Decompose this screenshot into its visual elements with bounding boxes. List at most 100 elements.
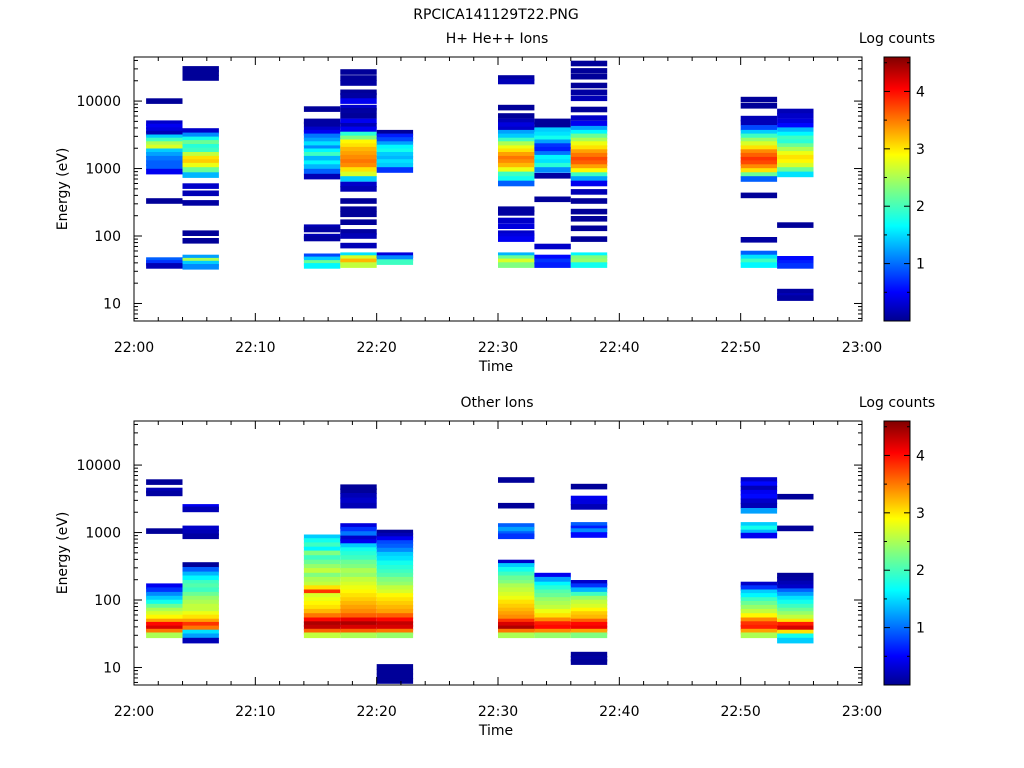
heatmap-cell xyxy=(340,262,377,268)
heatmap-cell xyxy=(340,181,377,188)
heatmap-cell xyxy=(303,617,341,624)
heatmap-cell xyxy=(570,628,608,635)
heatmap-cell xyxy=(740,254,778,261)
heatmap-cell xyxy=(777,288,814,295)
heatmap-cell xyxy=(340,135,377,142)
heatmap-cell xyxy=(534,624,571,631)
heatmap-cell xyxy=(376,673,414,680)
heatmap-cell xyxy=(303,568,341,574)
heatmap-cell xyxy=(498,533,535,540)
heatmap-cell xyxy=(534,613,571,619)
heatmap-cell xyxy=(340,572,377,579)
heatmap-cell xyxy=(740,172,778,178)
heatmap-cell xyxy=(376,585,414,591)
heatmap-cell xyxy=(777,576,814,583)
heatmap-cell xyxy=(146,134,183,141)
heatmap-cell xyxy=(570,611,608,617)
heatmap-cell xyxy=(777,493,814,500)
heatmap-cell xyxy=(303,601,341,607)
heatmap-cell xyxy=(340,151,377,157)
heatmap-cell xyxy=(570,160,608,166)
heatmap-cell xyxy=(340,559,377,566)
heatmap-cell xyxy=(534,167,571,173)
heatmap-cell xyxy=(498,262,535,268)
heatmap-cell xyxy=(340,597,377,603)
heatmap-cell xyxy=(534,127,571,133)
heatmap-cell xyxy=(570,172,608,178)
heatmap-cell xyxy=(498,122,535,128)
heatmap-cell xyxy=(570,189,608,195)
heatmap-cell xyxy=(182,587,219,593)
heatmap-cell xyxy=(146,611,183,617)
y-tick-label: 1000 xyxy=(85,162,121,178)
heatmap-cell xyxy=(182,136,219,143)
heatmap-cell xyxy=(498,571,535,578)
heatmap-cell xyxy=(340,564,377,570)
heatmap-cell xyxy=(182,621,219,628)
heatmap-cell xyxy=(376,613,414,619)
heatmap-cell xyxy=(498,167,535,173)
heatmap-cell xyxy=(303,613,341,619)
heatmap-cell xyxy=(570,168,608,174)
heatmap-cell xyxy=(534,162,571,169)
heatmap-cell xyxy=(570,614,608,621)
heatmap-cell xyxy=(303,559,341,566)
x-axis: 22:00 22:10 22:20 22:30 22:40 22:50 23:00 xyxy=(114,57,882,356)
heatmap-cell xyxy=(146,198,183,204)
heatmap-cell xyxy=(340,242,377,249)
heatmap-cell xyxy=(570,651,608,658)
heatmap-cell xyxy=(498,618,535,625)
heatmap-cell xyxy=(534,173,571,179)
heatmap-cell xyxy=(340,585,377,591)
heatmap-cell xyxy=(182,529,219,536)
heatmap-cell xyxy=(376,141,414,147)
heatmap-cell xyxy=(182,583,219,589)
y-axis: 10 100 1000 10000 xyxy=(76,59,862,319)
heatmap-cell xyxy=(777,146,814,153)
heatmap-cell xyxy=(740,589,778,596)
heatmap-cell xyxy=(340,551,377,557)
heatmap-cell xyxy=(498,145,535,151)
heatmap-cell xyxy=(740,498,778,505)
heatmap-cell xyxy=(182,183,219,189)
heatmap-cell xyxy=(303,534,341,541)
heatmap-cell xyxy=(182,629,219,636)
x-axis: 22:00 22:10 22:20 22:30 22:40 22:50 23:00 xyxy=(114,421,882,720)
heatmap-cell xyxy=(146,599,183,606)
heatmap-cell xyxy=(146,625,183,632)
heatmap-cell xyxy=(740,489,778,496)
heatmap-cell xyxy=(182,625,219,632)
heatmap-cell xyxy=(303,263,341,269)
heatmap-cell xyxy=(498,162,535,169)
heatmap-cell xyxy=(570,176,608,182)
heatmap-cell xyxy=(303,632,341,639)
heatmap-cell xyxy=(182,155,219,162)
heatmap-cell xyxy=(376,581,414,588)
heatmap-cell xyxy=(740,141,778,147)
heatmap-cell xyxy=(498,575,535,582)
heatmap-cell xyxy=(777,637,814,644)
heatmap-cell xyxy=(740,617,778,624)
heatmap-cell xyxy=(303,106,341,112)
heatmap-cell xyxy=(340,143,377,149)
heatmap-cell xyxy=(146,628,183,635)
heatmap-cell xyxy=(340,632,377,639)
heatmap-cell xyxy=(740,176,778,182)
heatmap-cell xyxy=(146,155,183,162)
y-tick-label: 1000 xyxy=(85,526,121,542)
heatmap-cell xyxy=(376,632,414,639)
heatmap-cell xyxy=(340,523,377,529)
heatmap-cell xyxy=(146,123,183,130)
heatmap-cell xyxy=(777,580,814,587)
heatmap-cell xyxy=(146,144,183,151)
heatmap-cell xyxy=(340,233,377,239)
heatmap-cell xyxy=(182,260,219,267)
heatmap-cell xyxy=(534,135,571,142)
heatmap-cell xyxy=(534,617,571,624)
heatmap-cell xyxy=(740,258,778,265)
heatmap-cell xyxy=(498,210,535,216)
heatmap-cell xyxy=(570,599,608,606)
heatmap-cell xyxy=(498,126,535,133)
heatmap-cell xyxy=(376,624,414,631)
heatmap-cell xyxy=(570,208,608,215)
